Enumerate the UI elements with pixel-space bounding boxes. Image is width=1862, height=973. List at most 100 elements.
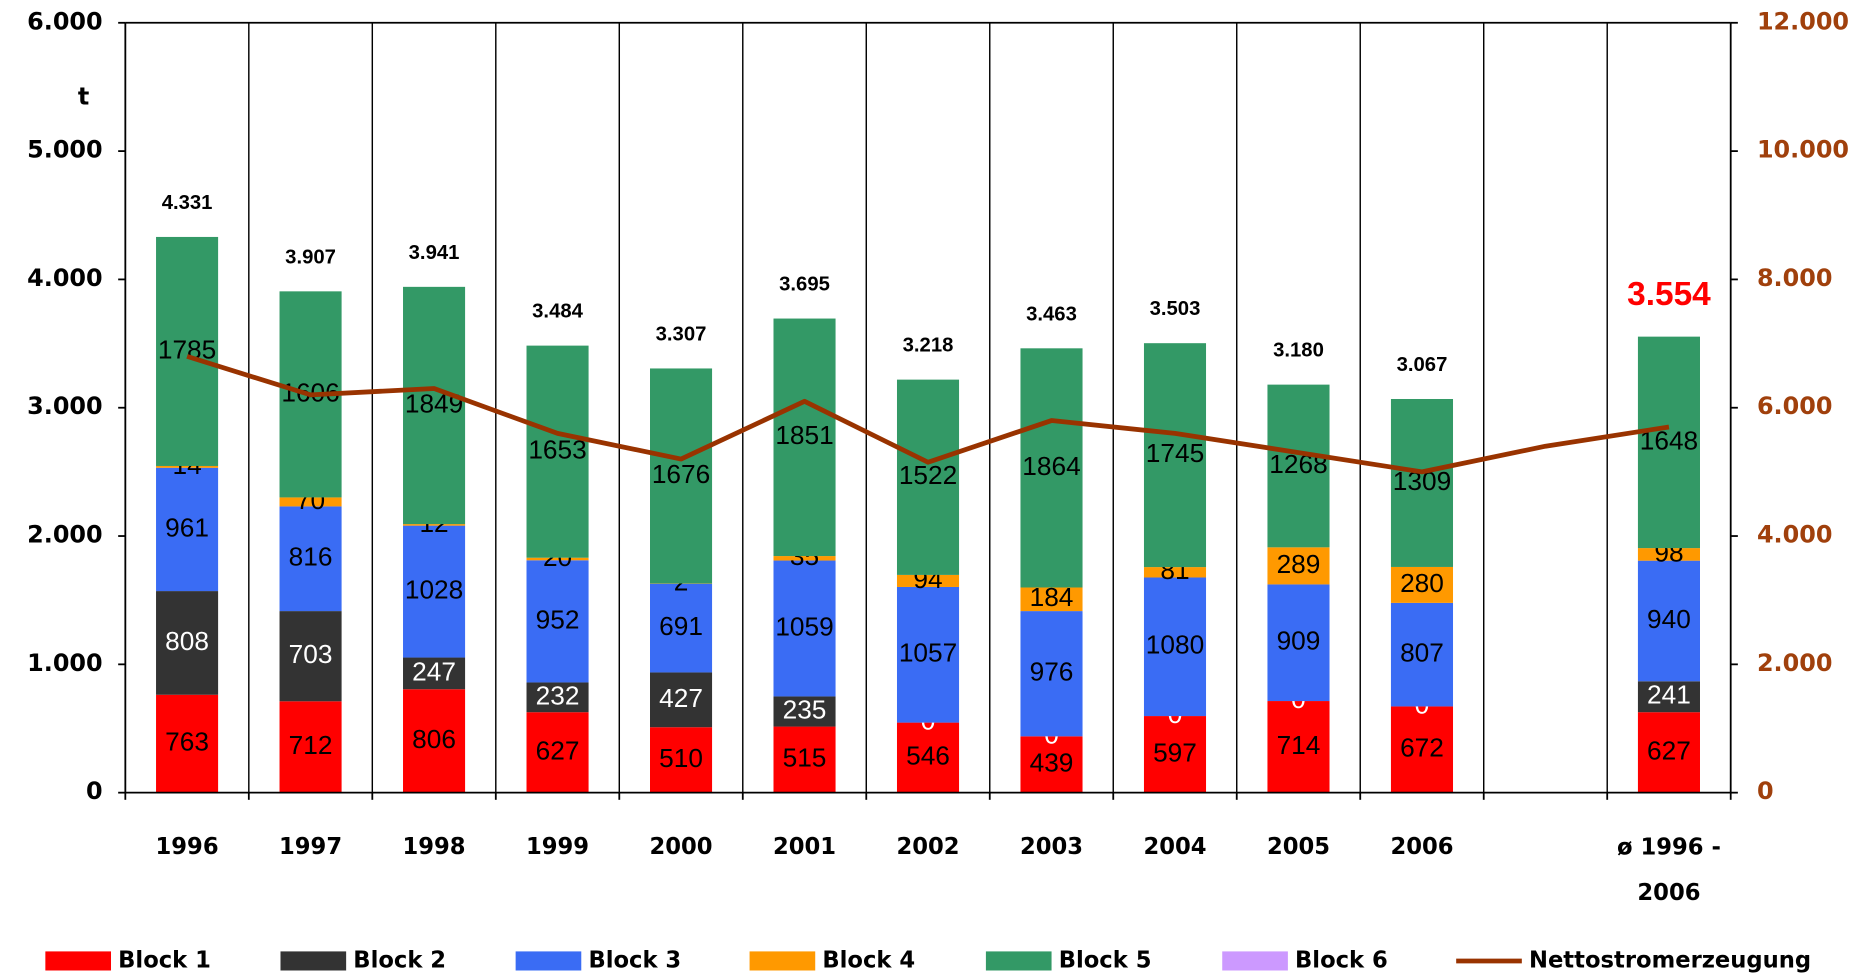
bar-segment <box>156 236 219 466</box>
data-label: 763 <box>165 727 209 757</box>
data-label: 952 <box>536 604 580 634</box>
legend-swatch <box>749 951 816 971</box>
total-label: 3.941 <box>409 242 460 264</box>
y2-tick-label: 6.000 <box>1757 392 1832 420</box>
bar-segment <box>896 722 960 793</box>
bar-segment <box>896 586 960 723</box>
y2-tick-label: 10.000 <box>1757 136 1849 164</box>
data-label: 1785 <box>158 334 216 364</box>
total-label: 3.180 <box>1273 340 1324 362</box>
y2-tick-label: 0 <box>1757 777 1774 805</box>
legend-label: Block 6 <box>1295 947 1388 973</box>
data-label: 627 <box>1647 735 1691 765</box>
data-label: 807 <box>1400 638 1444 668</box>
data-label: 1745 <box>1146 438 1204 468</box>
bar-segment <box>1267 701 1330 793</box>
bar-segment <box>1637 681 1700 713</box>
label-box <box>265 243 356 273</box>
y-tick-label: 1.000 <box>27 649 102 677</box>
bar-segment <box>1020 587 1083 612</box>
bar-segment <box>1637 712 1700 793</box>
y-tick-label: 0 <box>86 777 103 805</box>
y-axis-label: t <box>78 82 89 110</box>
bar-segment <box>403 657 466 690</box>
data-label: 1028 <box>405 575 463 605</box>
label-box <box>1253 336 1344 366</box>
data-label: 515 <box>783 743 827 773</box>
data-label: 232 <box>536 680 580 710</box>
bar-segment <box>1020 348 1083 588</box>
x-tick-label: 1997 <box>279 834 342 860</box>
total-label: 3.484 <box>532 301 583 323</box>
bar-segment <box>1390 602 1454 707</box>
y2-tick-label: 2.000 <box>1757 649 1832 677</box>
x-tick-label: 2001 <box>773 834 836 860</box>
label-box <box>1006 300 1097 330</box>
bar-segment <box>773 560 836 697</box>
data-label: 976 <box>1030 657 1074 687</box>
data-label: 1849 <box>405 388 463 418</box>
bar-segment <box>1637 560 1700 682</box>
data-label: 1851 <box>775 420 833 450</box>
legend-label: Block 1 <box>118 947 211 973</box>
line-series <box>186 354 1670 475</box>
y-tick-label: 5.000 <box>27 136 102 164</box>
label-box <box>388 239 480 268</box>
bar-segment <box>1143 343 1207 568</box>
data-label: 961 <box>165 512 209 542</box>
total-label: 3.307 <box>656 323 707 345</box>
data-label: 806 <box>412 724 456 754</box>
bar-segment <box>279 611 342 702</box>
legend-swatch <box>985 951 1052 971</box>
label-box <box>759 270 850 300</box>
x-tick-label: 2003 <box>1020 834 1083 860</box>
label-box <box>141 189 233 218</box>
legend-label: Block 3 <box>588 947 681 973</box>
x-tick-label: 2000 <box>650 834 713 860</box>
bar-segment <box>1390 706 1454 793</box>
data-label: 241 <box>1647 680 1691 710</box>
y-tick-label: 3.000 <box>27 392 102 420</box>
bar-segment <box>403 525 466 658</box>
x-tick-label: 2002 <box>896 834 959 860</box>
x-tick-label: ø 1996 -2006 <box>1617 834 1721 905</box>
total-label: 3.067 <box>1397 354 1448 376</box>
data-label: 808 <box>165 626 209 656</box>
x-tick-label: 1996 <box>156 834 219 860</box>
data-label: 816 <box>289 542 333 572</box>
x-tick-label: 2004 <box>1143 834 1206 860</box>
bar-segment <box>1267 384 1330 548</box>
bar-segment <box>1020 611 1083 737</box>
y-tick-label: 6.000 <box>27 7 102 35</box>
bar-segment <box>403 286 466 525</box>
data-label: 289 <box>1277 549 1321 579</box>
bar-segment <box>1143 567 1207 578</box>
data-label: 1864 <box>1022 451 1080 481</box>
bar-segment <box>1143 577 1207 717</box>
bar-segment <box>526 345 589 558</box>
bar-segment <box>279 506 342 612</box>
y2-tick-label: 8.000 <box>1757 264 1832 292</box>
data-label: 597 <box>1153 737 1197 767</box>
bar-segment <box>526 560 589 683</box>
total-label: 3.463 <box>1026 303 1077 325</box>
bar-segment <box>403 524 466 526</box>
bar-segment <box>1267 584 1330 702</box>
bar-segment <box>156 467 219 592</box>
bar-segment <box>1267 547 1330 585</box>
bar-segment <box>1637 336 1700 549</box>
y2-tick-label: 12.000 <box>1757 7 1849 35</box>
x-tick-label: 1999 <box>526 834 589 860</box>
data-label: 714 <box>1277 730 1321 760</box>
label-box <box>1129 295 1221 325</box>
x-tick-label: 2005 <box>1267 834 1330 860</box>
data-label: 940 <box>1647 604 1691 634</box>
bar-segment <box>650 727 713 793</box>
bar-segment <box>1390 398 1454 567</box>
total-label: 3.554 <box>1627 276 1711 313</box>
bar-segment <box>279 701 342 793</box>
total-label: 3.503 <box>1150 298 1201 320</box>
bar-segment <box>1143 716 1207 793</box>
